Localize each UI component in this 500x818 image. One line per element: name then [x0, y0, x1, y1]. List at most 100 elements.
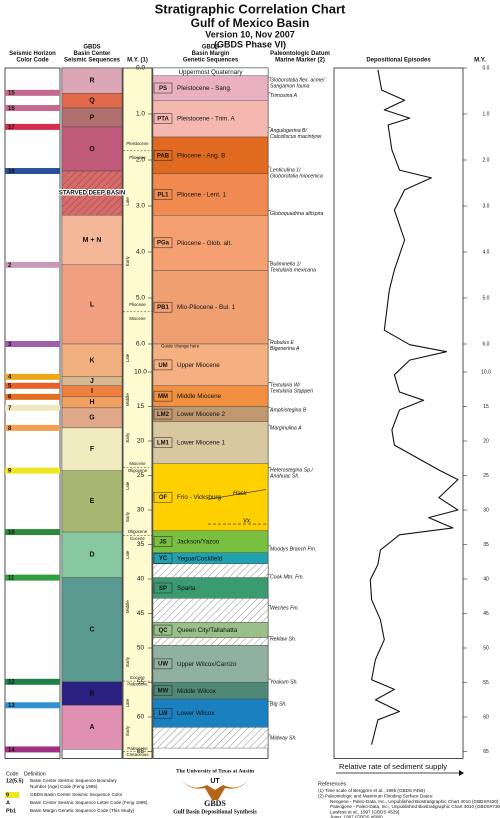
horizon-code: 15 [8, 91, 15, 97]
margin-label: Sparta [177, 585, 196, 592]
tick-label: 30 [137, 507, 145, 514]
seismic-horizon [5, 467, 60, 474]
tick-label: 5.0 [483, 295, 490, 301]
center-sequence-code: G [89, 415, 95, 422]
tick-label: 2.0 [483, 157, 490, 163]
horizon-code: 7 [8, 406, 12, 412]
center-sequence [61, 214, 123, 266]
center-sequence-code: K [89, 357, 94, 364]
center-sequence-code: Q [89, 98, 95, 105]
logo-gbds: GBDS [204, 799, 226, 808]
horizon-code: 2 [8, 263, 12, 269]
marine-marker: Textularia mexicana [270, 268, 316, 274]
margin-label: Lower Miocene 2 [177, 411, 225, 418]
epoch-label: Eocene [130, 675, 145, 680]
margin-label: Mio-Pliocene - Bul. 1 [177, 304, 236, 311]
code-box [153, 491, 173, 503]
center-sequence-code: M + N [83, 237, 102, 244]
margin-label: Pliocene - Lent. 1 [177, 191, 227, 198]
title: Stratigraphic Correlation Chart [155, 1, 346, 16]
version: Version 10, Nov 2007 [205, 29, 295, 39]
code-box [153, 707, 173, 719]
margin-code: PTA [157, 116, 169, 122]
seismic-horizon [5, 702, 60, 709]
legend-code: 9 [6, 792, 9, 798]
tick-label: 4.0 [483, 249, 490, 255]
center-sequence-code: B [89, 690, 94, 697]
reference: Jiang, 1997 (GBDS #588) [330, 815, 383, 818]
marine-marker: Bigenerina A [270, 346, 300, 352]
logo-university: The University of Texas at Austin [176, 768, 254, 774]
horizon-code: 5 [8, 384, 12, 390]
tick-label: 6.0 [136, 341, 145, 348]
marine-marker: Trimosina A [270, 93, 298, 99]
epoch-label: Early [125, 511, 130, 522]
tick-label: 15 [137, 403, 145, 410]
margin-label: Yegua/Cockfield [177, 555, 223, 562]
seismic-horizon [5, 746, 60, 753]
margin-label: Frio - Vicksburg [177, 494, 221, 501]
marine-marker: Lenticulina 1/ [270, 167, 301, 173]
seismic-horizon [5, 123, 60, 130]
marine-marker: Globoquadrina altispira [270, 211, 323, 217]
annotation: Guide change here [161, 343, 200, 348]
tick-label: 1.0 [483, 111, 490, 117]
marine-marker: Cook Mtn. Fm. [270, 575, 304, 581]
tick-label: 4.0 [136, 249, 145, 256]
marine-marker: Buliminella 1/ [270, 262, 301, 268]
legend-title: Definition [24, 771, 46, 777]
column-header: Seismic Sequences [64, 58, 121, 64]
margin-label: Pleistocene - Trim. A [177, 116, 236, 123]
center-sequence [61, 343, 123, 378]
column-header: Color Code [16, 58, 49, 64]
tick-label: 60 [137, 714, 145, 721]
tick-label: 1.0 [136, 111, 145, 118]
marine-marker: Angulogerina B/ [269, 128, 307, 134]
code-box [153, 582, 173, 594]
tick-label: 15 [483, 404, 489, 410]
hatch [153, 563, 268, 578]
marine-marker: Textularia Stapperi [270, 389, 314, 395]
margin-label: Middle Miocene [177, 393, 222, 400]
code-box [153, 150, 173, 161]
margin-label: Queen City/Tallahatta [177, 627, 238, 634]
margin-label: Lower Miocene 1 [177, 440, 225, 447]
tick-label: 2.0 [136, 157, 145, 164]
logo-ut: UT [210, 778, 220, 785]
center-sequence [61, 705, 123, 750]
annotation: Vx. [243, 519, 252, 525]
seismic-horizon [5, 89, 60, 96]
code-box [153, 390, 173, 402]
legend-text: Number (Age) Code (Feng 1995) [30, 784, 98, 789]
center-sequence-code: F [90, 446, 95, 453]
center-sequence [61, 531, 123, 578]
seismic-horizon [5, 261, 60, 268]
margin-code: PAB [157, 153, 170, 159]
column-header: Basin Margin [192, 51, 230, 57]
hatch [153, 637, 268, 646]
tick-label: 25 [483, 473, 489, 479]
marine-marker: Textularia W/ [270, 383, 301, 389]
horizon-code: 17 [8, 125, 15, 131]
horizon-code: 16 [8, 106, 15, 112]
margin-code: JS [159, 540, 166, 546]
tick-label: 45 [137, 610, 145, 617]
epoch-label: Pliocene [129, 155, 146, 160]
marine-marker: Globorotalia flex. acme/ [270, 78, 325, 84]
column-header: Depositional Episodes [366, 58, 431, 64]
tick-label: 35 [137, 541, 145, 548]
seismic-horizon [5, 424, 60, 431]
code-box [153, 113, 173, 124]
tick-label: 30 [483, 507, 489, 513]
epoch-label: Paleocene [127, 682, 148, 687]
margin-code: LW [159, 711, 168, 717]
margin-code: MM [158, 394, 168, 400]
horizon-code: 9 [8, 469, 12, 475]
center-sequence [61, 577, 123, 683]
tick-label: 45 [483, 611, 489, 617]
epoch-label: Oligocene [128, 468, 148, 473]
marine-marker: Reklaw Sh. [270, 637, 296, 643]
epoch-label: Late [125, 197, 130, 206]
code-box [153, 359, 173, 371]
horizon-code: 13 [8, 703, 15, 709]
